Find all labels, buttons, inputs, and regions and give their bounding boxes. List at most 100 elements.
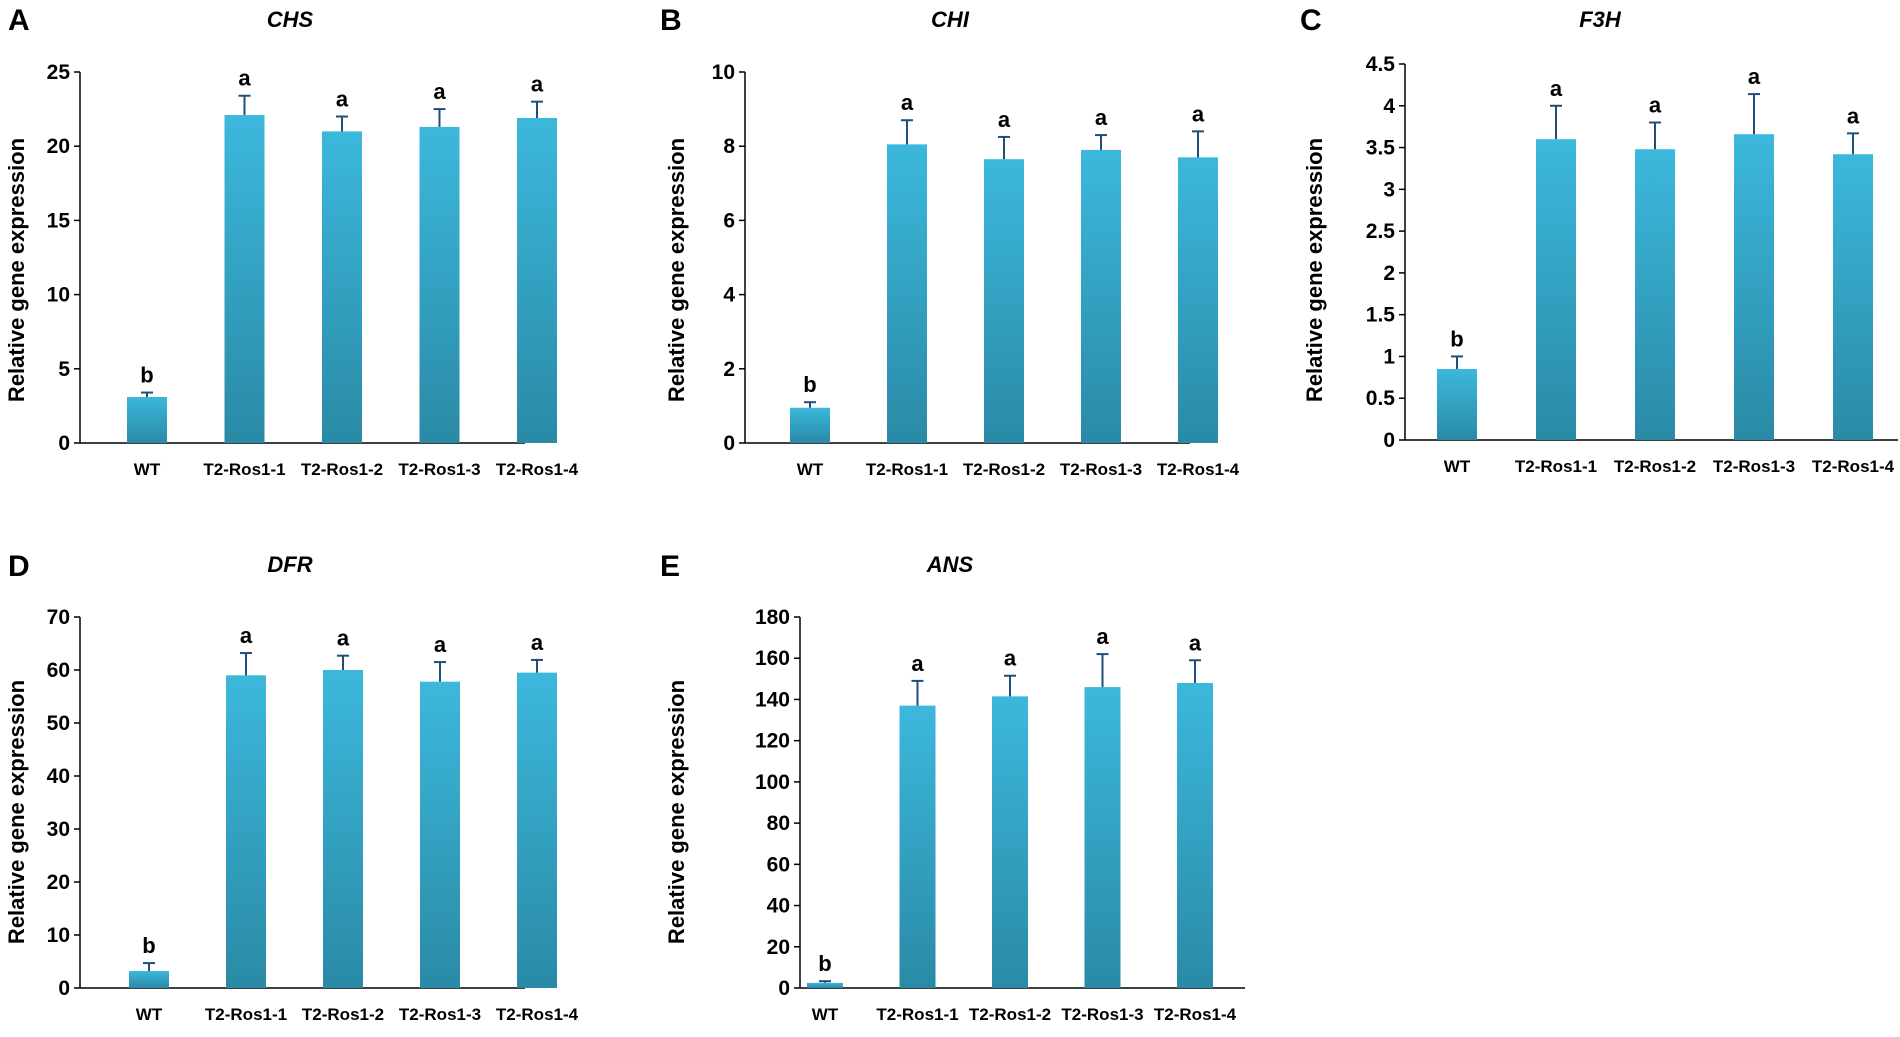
bar [1084, 687, 1121, 988]
bar [1177, 682, 1213, 988]
y-tick-label: 4 [723, 284, 735, 307]
x-tick-label: T2-Ros1-3 [1060, 460, 1142, 479]
plot-area: 0 2 4 6 8 10 b WT a T2-Ros1-1 a T2-Ros1-2 a T2-Ros1-3… [712, 61, 1240, 479]
y-tick-label: 0.5 [1366, 387, 1396, 410]
y-tick-label: 1 [1383, 345, 1395, 368]
significance-label: a [434, 632, 447, 657]
bar [226, 675, 266, 988]
x-tick-label: T2-Ros1-1 [205, 1005, 287, 1024]
y-tick-label: 30 [47, 818, 70, 841]
y-tick-label: 0 [778, 977, 790, 1000]
significance-label: b [142, 933, 155, 958]
y-tick-label: 180 [755, 606, 790, 629]
y-tick-label: 20 [47, 871, 70, 894]
bar [1833, 154, 1873, 441]
significance-label: a [336, 87, 349, 112]
x-tick-label: T2-Ros1-2 [301, 460, 383, 479]
bar [887, 144, 927, 443]
y-tick-label: 50 [47, 712, 70, 735]
y-tick-label: 4 [1383, 95, 1395, 118]
y-tick-label: 20 [767, 936, 790, 959]
y-tick-label: 3 [1383, 178, 1395, 201]
y-axis-label: Relative gene expression [664, 680, 689, 944]
significance-label: a [531, 72, 544, 97]
significance-label: a [1847, 103, 1860, 128]
y-tick-label: 0 [1383, 429, 1395, 452]
bar [420, 681, 460, 988]
x-tick-label: T2-Ros1-3 [398, 460, 480, 479]
plot-area: 0 5 10 15 20 25 b WT a T2-Ros1-1 a T2-Ros1-2 a T2-Ros… [47, 61, 579, 479]
panel-letter: C [1300, 4, 1322, 37]
x-tick-label: T2-Ros1-3 [1713, 457, 1795, 476]
y-tick-label: 5 [58, 358, 70, 381]
x-tick-label: WT [134, 460, 161, 479]
bar [1437, 368, 1477, 440]
bar [322, 131, 362, 444]
significance-label: a [911, 651, 924, 676]
chart-title: DFR [267, 552, 312, 577]
significance-label: a [240, 623, 253, 648]
y-tick-label: 1.5 [1366, 304, 1396, 327]
y-tick-label: 100 [755, 771, 790, 794]
y-tick-label: 0 [723, 432, 735, 455]
x-tick-label: T2-Ros1-2 [302, 1005, 384, 1024]
bar [517, 118, 557, 443]
significance-label: a [1550, 76, 1563, 101]
bar [1178, 157, 1218, 443]
bar [129, 971, 169, 988]
significance-label: a [337, 626, 350, 651]
chart-title: CHI [931, 7, 970, 32]
chart-title: CHS [267, 7, 314, 32]
y-axis-label: Relative gene expression [664, 138, 689, 402]
y-tick-label: 6 [723, 209, 735, 232]
y-tick-label: 160 [755, 647, 790, 670]
x-tick-label: T2-Ros1-4 [496, 460, 579, 479]
panel-letter: A [8, 4, 30, 37]
significance-label: b [140, 363, 153, 388]
y-tick-label: 60 [47, 659, 70, 682]
x-tick-label: T2-Ros1-2 [969, 1005, 1051, 1024]
bar [1081, 149, 1121, 443]
x-tick-label: T2-Ros1-1 [866, 460, 948, 479]
x-tick-label: T2-Ros1-2 [963, 460, 1045, 479]
y-tick-label: 3.5 [1366, 137, 1396, 160]
x-tick-label: T2-Ros1-2 [1614, 457, 1696, 476]
y-tick-label: 25 [47, 61, 71, 84]
panel-d: D DFR Relative gene expression 0 10 20 30 40… [4, 550, 579, 1024]
chart-title: ANS [926, 552, 974, 577]
significance-label: a [901, 90, 914, 115]
plot-area: 0 10 20 30 40 50 60 70 b WT a T2-Ros1-1 a T2-Ros1-2 a T… [47, 606, 579, 1024]
bar [984, 159, 1024, 443]
panel-letter: E [660, 550, 680, 583]
significance-label: a [1189, 630, 1202, 655]
panel-letter: B [660, 4, 682, 37]
y-tick-label: 8 [723, 135, 735, 158]
bar [790, 407, 830, 443]
bar [1536, 139, 1576, 440]
significance-label: a [1004, 646, 1017, 671]
x-tick-label: T2-Ros1-4 [1154, 1005, 1237, 1024]
significance-label: a [1096, 624, 1109, 649]
significance-label: a [238, 66, 251, 91]
significance-label: b [803, 372, 816, 397]
bar [323, 670, 363, 988]
y-tick-label: 0 [58, 977, 70, 1000]
chart-title: F3H [1579, 7, 1622, 32]
x-tick-label: T2-Ros1-4 [496, 1005, 579, 1024]
bar [127, 396, 167, 443]
x-tick-label: T2-Ros1-3 [1061, 1005, 1143, 1024]
plot-area: 0 20 40 60 80 100 120 140 160 180 b WT a T2-Ros1-1 a T2… [755, 606, 1245, 1024]
bar [1635, 149, 1675, 440]
y-tick-label: 2 [723, 358, 735, 381]
y-tick-label: 4.5 [1366, 53, 1396, 76]
y-tick-label: 2 [1383, 262, 1395, 285]
bar [1734, 134, 1774, 441]
x-tick-label: WT [812, 1005, 839, 1024]
y-axis-label: Relative gene expression [4, 138, 29, 402]
x-tick-label: WT [1444, 457, 1471, 476]
bar [992, 696, 1028, 988]
y-tick-label: 120 [755, 730, 790, 753]
panel-letter: D [8, 550, 30, 583]
panel-b: B CHI Relative gene expression 0 2 4 6 8 10 b W… [660, 4, 1240, 479]
